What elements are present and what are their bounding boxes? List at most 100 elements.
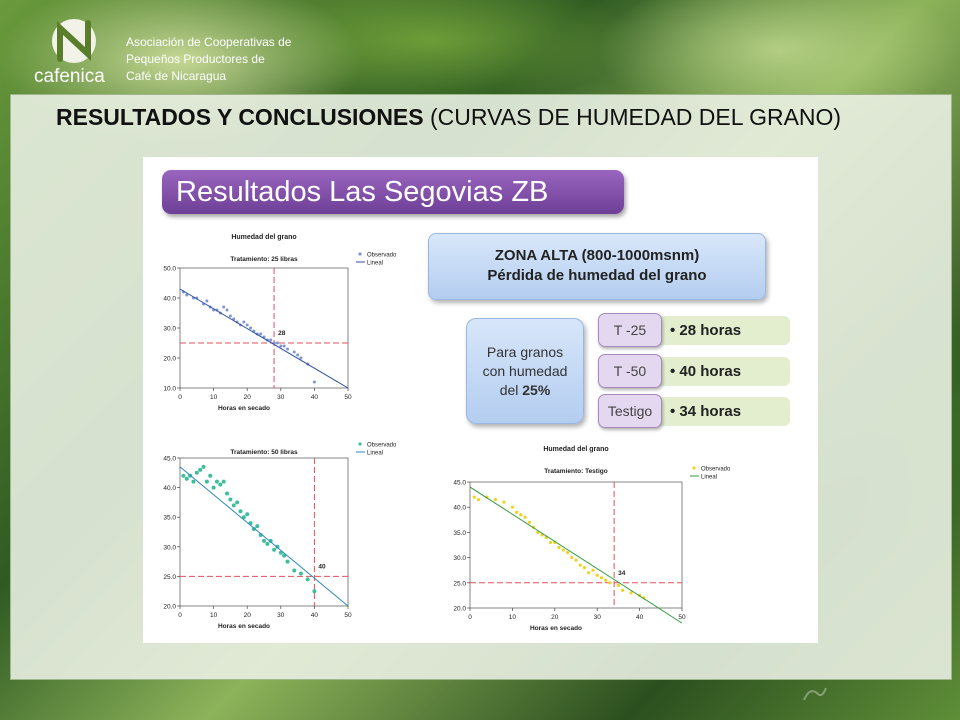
x-tick-label: 50 (344, 394, 352, 401)
y-tick-label: 10.0 (163, 386, 176, 393)
data-point (245, 323, 249, 327)
y-tick-label: 20.0 (453, 606, 466, 613)
y-tick-label: 35.0 (453, 530, 466, 537)
y-tick-label: 40.0 (453, 505, 466, 512)
x-tick-label: 20 (244, 394, 252, 401)
fit-line (179, 466, 349, 607)
plot-area (469, 481, 683, 609)
x-tick-label: 10 (210, 394, 218, 401)
plot-area (179, 457, 349, 607)
data-point (235, 500, 240, 505)
y-tick-label: 20.0 (163, 604, 176, 611)
slide-title: RESULTADOS Y CONCLUSIONES (CURVAS DE HUM… (56, 104, 841, 131)
x-tick-label: 50 (344, 612, 352, 619)
data-point (279, 344, 283, 348)
org-line: Café de Nicaragua (126, 69, 227, 83)
tag-t25: T -25 (598, 313, 662, 347)
zona-line-2: Pérdida de humedad del grano (487, 267, 707, 284)
chart-subtitle: Tratamiento: Testigo (544, 468, 607, 475)
tag-testigo: Testigo (598, 394, 662, 428)
data-point (225, 491, 230, 496)
y-tick-label: 25.0 (163, 574, 176, 581)
y-tick-label: 25.0 (453, 580, 466, 587)
data-point (299, 356, 303, 360)
org-line: Asociación de Cooperativas de (126, 35, 292, 49)
data-point (527, 520, 531, 524)
chart-subtitle: Tratamiento: 25 libras (230, 256, 298, 263)
data-point (204, 479, 209, 484)
data-point (228, 314, 232, 318)
x-tick-label: 50 (678, 614, 686, 621)
slide-title-main: RESULTADOS Y CONCLUSIONES (56, 104, 424, 130)
data-point (251, 527, 256, 532)
data-point (201, 464, 206, 469)
plot-area (179, 267, 349, 389)
legend-label-fit: Lineal (701, 475, 717, 481)
chart-25-libras: Humedad del grano Tratamiento: 25 libras 1… (163, 234, 397, 412)
chart-subtitle: Tratamiento: 50 libras (230, 449, 298, 456)
x-tick-label: 20 (551, 614, 559, 621)
y-tick-label: 45.0 (453, 480, 466, 487)
data-point (181, 473, 186, 478)
data-point (185, 293, 189, 297)
chart-title: Humedad del grano (231, 234, 296, 241)
data-point (312, 589, 317, 594)
x-tick-label: 40 (311, 394, 319, 401)
data-point (282, 553, 287, 558)
x-tick-label: 30 (594, 614, 602, 621)
x-tick-label: 30 (277, 394, 285, 401)
data-point (574, 558, 578, 562)
x-tick-label: 30 (277, 612, 285, 619)
data-point (565, 550, 570, 555)
y-tick-label: 40.0 (163, 485, 176, 492)
data-point (292, 350, 296, 354)
x-tick-label: 0 (178, 612, 182, 619)
data-point (604, 578, 608, 582)
x-axis-label: Horas en secado (218, 405, 270, 412)
data-point (305, 577, 310, 582)
data-point (296, 353, 300, 357)
condition-line-1: Para granos (486, 344, 564, 360)
data-point (510, 505, 514, 509)
data-point (205, 299, 209, 303)
data-point (228, 497, 233, 502)
data-point (194, 470, 199, 475)
data-point (523, 515, 527, 519)
data-point (519, 513, 523, 517)
fit-line (469, 486, 683, 624)
data-point (268, 538, 273, 543)
x-tick-label: 0 (178, 394, 182, 401)
condition-line-2: con humedad (482, 363, 568, 379)
legend-label-observed: Observado (701, 467, 731, 473)
y-tick-label: 30.0 (453, 555, 466, 562)
data-point (616, 583, 620, 587)
data-point (502, 500, 506, 504)
data-point (242, 320, 246, 324)
data-point (265, 541, 270, 546)
organization-name: Asociación de Cooperativas de Pequeños P… (126, 34, 291, 85)
data-point (222, 305, 226, 309)
decorative-mark-icon (803, 687, 827, 701)
brand-wordmark: cafenica (34, 66, 105, 87)
data-point (599, 576, 604, 580)
data-point (582, 566, 587, 570)
data-point (595, 573, 599, 577)
data-point (578, 563, 582, 567)
annotation-label: 40 (318, 563, 326, 570)
data-point (198, 467, 203, 472)
condition-line-3: del 25% (467, 381, 583, 400)
zona-line-1: ZONA ALTA (800-1000msnm) (494, 247, 700, 264)
x-axis-label: Horas en secado (530, 625, 582, 632)
zona-box: ZONA ALTA (800-1000msnm) Pérdida de hume… (428, 233, 766, 300)
data-point (231, 503, 236, 508)
x-tick-label: 40 (636, 614, 644, 621)
data-point (191, 479, 196, 484)
data-point (548, 540, 553, 545)
data-point (255, 524, 260, 529)
data-point (184, 476, 189, 481)
legend-label-fit: Lineal (367, 451, 383, 457)
x-tick-label: 40 (311, 612, 319, 619)
legend-label-observed: Observado (367, 443, 397, 449)
x-tick-label: 0 (468, 614, 472, 621)
